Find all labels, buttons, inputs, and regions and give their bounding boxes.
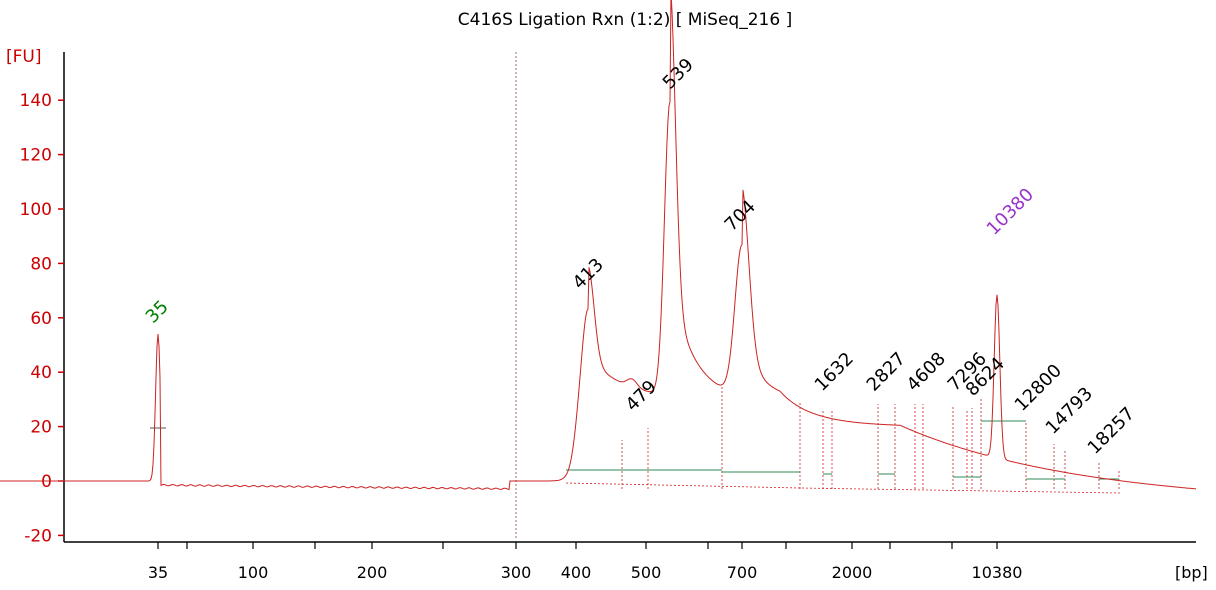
peak-label: 18257 bbox=[1084, 403, 1139, 458]
peak-label: 14793 bbox=[1042, 383, 1097, 438]
integration-floor bbox=[565, 482, 1121, 494]
y-tick-label: 40 bbox=[30, 363, 52, 383]
peak-label: 2827 bbox=[863, 348, 910, 395]
y-tick-label: 60 bbox=[30, 309, 52, 329]
x-tick-label: 10380 bbox=[972, 563, 1023, 582]
y-tick-label: 0 bbox=[41, 472, 52, 492]
y-tick-label: 100 bbox=[20, 200, 52, 220]
x-tick-label: 100 bbox=[238, 563, 269, 582]
y-tick-label: 120 bbox=[20, 146, 52, 166]
x-axis-unit-label: [bp] bbox=[1175, 563, 1208, 582]
x-tick-label: 400 bbox=[561, 563, 592, 582]
x-tick-label: 500 bbox=[631, 563, 662, 582]
peak-label: 413 bbox=[569, 254, 608, 293]
peak-label: 539 bbox=[659, 54, 698, 93]
x-tick-label: 700 bbox=[727, 563, 758, 582]
x-tick-label: 2000 bbox=[832, 563, 873, 582]
marker-label: 10380 bbox=[983, 184, 1038, 239]
trace-line bbox=[0, 0, 1197, 491]
y-tick-label: 80 bbox=[30, 254, 52, 274]
peak-label: 704 bbox=[721, 196, 760, 235]
y-axis-unit-label: [FU] bbox=[6, 47, 42, 67]
y-tick-label: 140 bbox=[20, 91, 52, 111]
peak-label: 1632 bbox=[811, 348, 858, 395]
peak-label: 479 bbox=[622, 376, 661, 415]
y-tick-label: 20 bbox=[30, 418, 52, 438]
chart-title: C416S Ligation Rxn (1:2) [ MiSeq_216 ] bbox=[458, 10, 792, 30]
peak-label: 4608 bbox=[903, 348, 950, 395]
y-tick-label: -20 bbox=[24, 526, 52, 546]
x-tick-label: 35 bbox=[148, 563, 168, 582]
marker-label: 35 bbox=[142, 296, 173, 327]
x-tick-label: 200 bbox=[357, 563, 388, 582]
x-tick-label: 300 bbox=[501, 563, 532, 582]
